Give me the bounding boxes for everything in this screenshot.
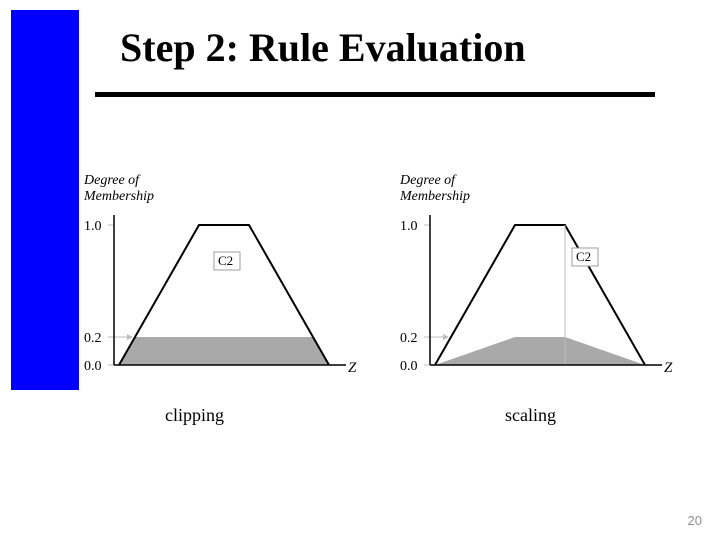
y-axis-label-line1: Degree of bbox=[84, 173, 141, 188]
x-axis-label: Z bbox=[664, 360, 673, 376]
c2-label: C2 bbox=[576, 249, 591, 264]
caption-clipping: clipping bbox=[165, 405, 224, 426]
chart-scaling-svg: Degree of Membership 1.0 0.2 0.0 bbox=[400, 170, 680, 390]
level-arrow-head bbox=[443, 334, 449, 340]
ytick-label-1.0: 1.0 bbox=[400, 219, 418, 234]
chart-scaling: Degree of Membership 1.0 0.2 0.0 bbox=[400, 170, 680, 390]
y-axis-label: Degree of Membership bbox=[84, 173, 154, 204]
ytick-label-1.0: 1.0 bbox=[84, 219, 102, 234]
y-axis-label-line1: Degree of bbox=[400, 173, 457, 188]
ytick-label-0.2: 0.2 bbox=[400, 331, 418, 346]
y-axis-label-line2: Membership bbox=[84, 189, 154, 204]
y-axis-label-line2: Membership bbox=[400, 189, 470, 204]
ytick-label-0.2: 0.2 bbox=[84, 331, 102, 346]
shaded-region bbox=[435, 337, 645, 365]
level-arrow-head bbox=[127, 334, 133, 340]
page-number: 20 bbox=[688, 513, 702, 528]
slide-root: Step 2: Rule Evaluation Degree of Member… bbox=[0, 0, 720, 540]
y-axis-label: Degree of Membership bbox=[400, 173, 470, 204]
x-axis-label: Z bbox=[348, 360, 357, 376]
chart-clipping: Degree of Membership 1.0 0.2 0.0 C2 bbox=[84, 170, 364, 390]
ytick-label-0.0: 0.0 bbox=[400, 359, 418, 374]
c2-label: C2 bbox=[218, 253, 233, 268]
caption-scaling: scaling bbox=[505, 405, 556, 426]
shaded-region bbox=[119, 337, 329, 365]
chart-clipping-svg: Degree of Membership 1.0 0.2 0.0 C2 bbox=[84, 170, 364, 390]
slide-title: Step 2: Rule Evaluation bbox=[120, 24, 526, 71]
accent-bar bbox=[11, 10, 79, 390]
horizontal-rule bbox=[95, 92, 655, 97]
ytick-label-0.0: 0.0 bbox=[84, 359, 102, 374]
